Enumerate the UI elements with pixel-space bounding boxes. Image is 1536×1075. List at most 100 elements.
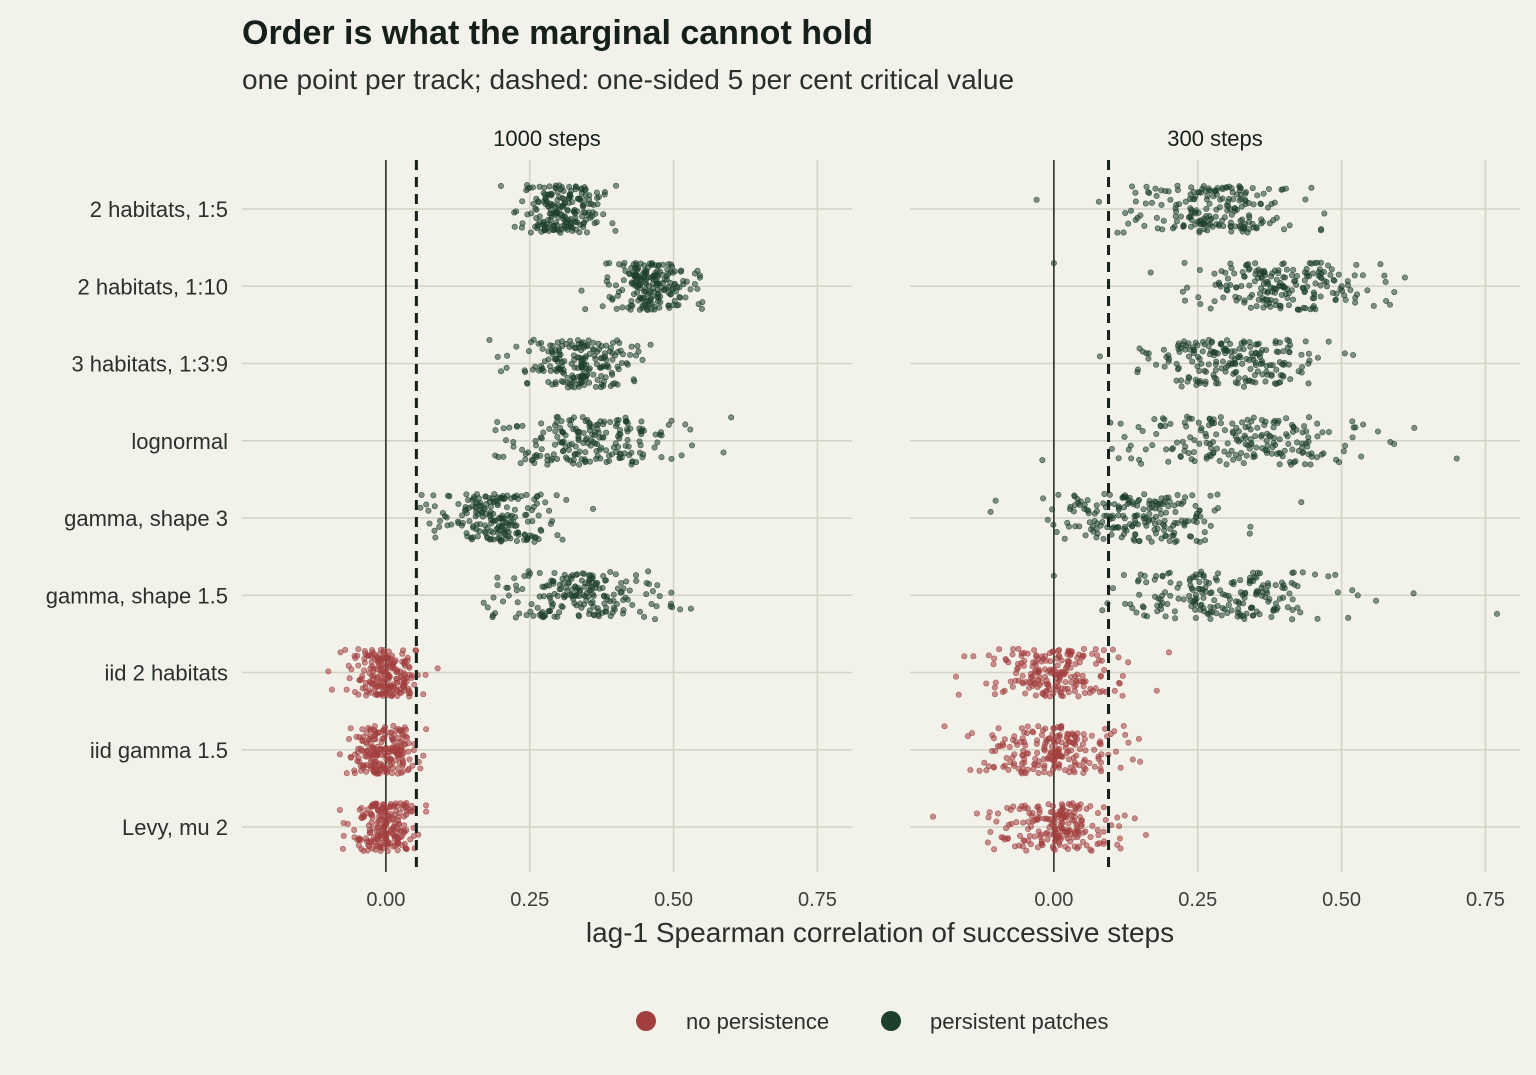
point-lognormal: [1232, 451, 1239, 458]
point-lognormal: [1358, 453, 1365, 460]
point-iid-2-habitats: [397, 668, 404, 675]
point-3-habitats-1-3-9: [603, 356, 610, 363]
point-lognormal: [494, 419, 501, 426]
point-levy-mu-2: [368, 819, 375, 826]
point-gamma-shape-3: [465, 496, 472, 503]
point-gamma-shape-3: [508, 522, 515, 529]
point-gamma-shape-1-5: [1257, 570, 1264, 577]
point-2-habitats-1-10: [619, 286, 626, 293]
point-2-habitats-1-10: [1290, 296, 1297, 303]
point-lognormal: [1157, 422, 1164, 429]
chart-subtitle: one point per track; dashed: one-sided 5…: [242, 64, 1014, 95]
point-3-habitats-1-3-9: [1143, 350, 1150, 357]
point-gamma-shape-1-5: [641, 613, 648, 620]
point-2-habitats-1-5: [1223, 184, 1230, 191]
point-2-habitats-1-5: [1174, 218, 1181, 225]
y-tick-label: iid gamma 1.5: [90, 738, 228, 763]
point-2-habitats-1-10: [1353, 261, 1360, 268]
point-gamma-shape-1-5: [646, 580, 653, 587]
point-gamma-shape-3: [590, 505, 597, 512]
point-2-habitats-1-10: [609, 296, 616, 303]
point-2-habitats-1-10: [1347, 287, 1354, 294]
point-lognormal: [639, 426, 646, 433]
point-iid-2-habitats: [1125, 659, 1132, 666]
point-3-habitats-1-3-9: [582, 355, 589, 362]
point-iid-gamma-1-5: [362, 753, 369, 760]
point-2-habitats-1-10: [1321, 278, 1328, 285]
point-iid-gamma-1-5: [1129, 756, 1136, 763]
point-levy-mu-2: [1044, 836, 1051, 843]
point-iid-2-habitats: [999, 689, 1006, 696]
point-lognormal: [637, 442, 644, 449]
point-iid-gamma-1-5: [1097, 765, 1104, 772]
point-2-habitats-1-5: [562, 219, 569, 226]
point-lognormal: [570, 460, 577, 467]
point-gamma-shape-3: [524, 535, 531, 542]
point-iid-gamma-1-5: [355, 754, 362, 761]
point-2-habitats-1-10: [1338, 283, 1345, 290]
point-gamma-shape-3: [1093, 502, 1100, 509]
point-2-habitats-1-10: [1377, 261, 1384, 268]
point-2-habitats-1-10: [634, 289, 641, 296]
point-gamma-shape-1-5: [1349, 587, 1356, 594]
point-2-habitats-1-5: [1170, 225, 1177, 232]
point-levy-mu-2: [351, 826, 358, 833]
point-gamma-shape-3: [1086, 519, 1093, 526]
point-gamma-shape-1-5: [613, 601, 620, 608]
point-3-habitats-1-3-9: [1222, 364, 1229, 371]
point-gamma-shape-1-5: [551, 569, 558, 576]
point-lognormal: [1213, 431, 1220, 438]
point-lognormal: [506, 424, 513, 431]
point-gamma-shape-3: [474, 511, 481, 518]
point-gamma-shape-1-5: [530, 612, 537, 619]
x-tick-label: 0.50: [1322, 889, 1361, 911]
point-gamma-shape-1-5: [546, 608, 553, 615]
point-iid-2-habitats: [1033, 652, 1040, 659]
point-gamma-shape-1-5: [1167, 592, 1174, 599]
point-lognormal: [1350, 424, 1357, 431]
point-lognormal: [1245, 423, 1252, 430]
point-iid-2-habitats: [991, 655, 998, 662]
point-2-habitats-1-10: [1329, 289, 1336, 296]
legend: no persistence persistent patches: [636, 1009, 1109, 1034]
point-gamma-shape-1-5: [539, 583, 546, 590]
point-levy-mu-2: [1074, 845, 1081, 852]
point-iid-gamma-1-5: [1056, 733, 1063, 740]
point-gamma-shape-1-5: [1166, 569, 1173, 576]
point-levy-mu-2: [367, 810, 374, 817]
point-iid-gamma-1-5: [1102, 725, 1109, 732]
point-gamma-shape-1-5: [656, 593, 663, 600]
point-lognormal: [1289, 428, 1296, 435]
point-gamma-shape-1-5: [490, 594, 497, 601]
point-lognormal: [1319, 429, 1326, 436]
point-gamma-shape-3: [503, 504, 510, 511]
point-iid-2-habitats: [377, 646, 384, 653]
point-2-habitats-1-5: [588, 213, 595, 220]
point-2-habitats-1-10: [1224, 287, 1231, 294]
point-gamma-shape-1-5: [607, 613, 614, 620]
point-lognormal: [603, 458, 610, 465]
point-iid-2-habitats: [1022, 690, 1029, 697]
point-levy-mu-2: [375, 807, 382, 814]
point-3-habitats-1-3-9: [1173, 360, 1180, 367]
point-3-habitats-1-3-9: [1136, 345, 1143, 352]
point-gamma-shape-1-5: [643, 591, 650, 598]
point-iid-2-habitats: [328, 686, 335, 693]
point-iid-gamma-1-5: [387, 762, 394, 769]
point-iid-2-habitats: [1046, 686, 1053, 693]
point-iid-2-habitats: [420, 691, 427, 698]
point-gamma-shape-3: [1174, 492, 1181, 499]
point-2-habitats-1-5: [1154, 225, 1161, 232]
point-levy-mu-2: [362, 810, 369, 817]
point-gamma-shape-3: [563, 496, 570, 503]
point-2-habitats-1-5: [1153, 192, 1160, 199]
point-3-habitats-1-3-9: [1287, 376, 1294, 383]
point-3-habitats-1-3-9: [634, 343, 641, 350]
point-levy-mu-2: [1034, 844, 1041, 851]
point-iid-gamma-1-5: [1006, 743, 1013, 750]
point-lognormal: [1039, 457, 1046, 464]
point-2-habitats-1-5: [566, 191, 573, 198]
point-gamma-shape-1-5: [541, 613, 548, 620]
point-2-habitats-1-5: [1187, 214, 1194, 221]
point-iid-2-habitats: [1089, 650, 1096, 657]
